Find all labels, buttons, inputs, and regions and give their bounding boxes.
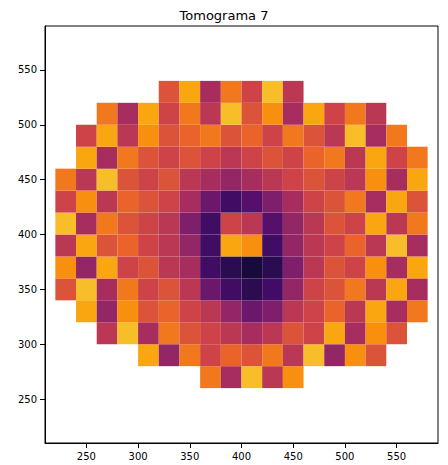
svg-text:500: 500 — [335, 451, 354, 462]
svg-text:300: 300 — [18, 339, 37, 350]
svg-text:550: 550 — [18, 64, 37, 75]
svg-text:500: 500 — [18, 119, 37, 130]
svg-text:550: 550 — [387, 451, 406, 462]
svg-text:350: 350 — [180, 451, 199, 462]
svg-text:Tomograma 7: Tomograma 7 — [179, 8, 269, 23]
svg-text:400: 400 — [232, 451, 251, 462]
svg-text:300: 300 — [129, 451, 148, 462]
svg-text:450: 450 — [284, 451, 303, 462]
svg-text:450: 450 — [18, 174, 37, 185]
svg-text:350: 350 — [18, 284, 37, 295]
svg-text:250: 250 — [18, 394, 37, 405]
svg-text:250: 250 — [77, 451, 96, 462]
svg-text:400: 400 — [18, 229, 37, 240]
